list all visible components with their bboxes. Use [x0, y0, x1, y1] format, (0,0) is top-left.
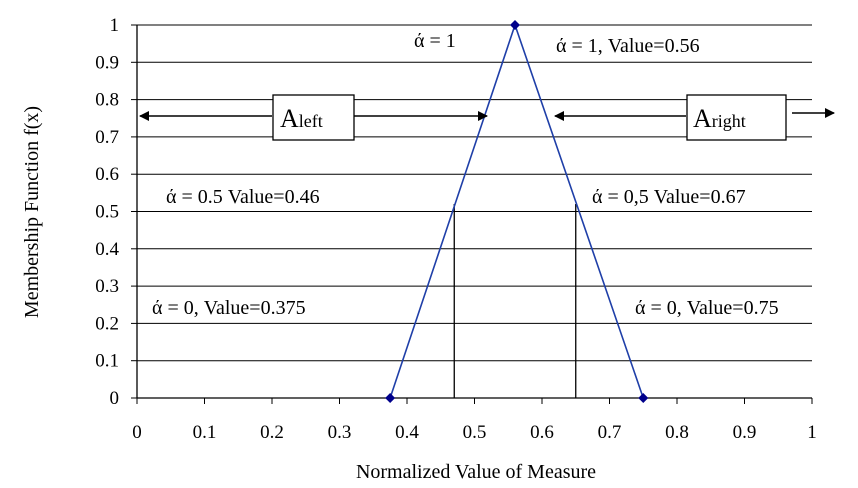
- x-tick-label: 0.3: [328, 422, 352, 443]
- x-tick-labels: 0 0.1 0.2 0.3 0.4 0.5 0.6 0.7 0.8 0.9 1: [132, 422, 817, 443]
- x-tick-label: 0.6: [530, 422, 554, 443]
- y-tick-label: 0.2: [95, 313, 119, 334]
- range-arrows: [139, 108, 835, 121]
- y-tick-label: 0.4: [95, 239, 119, 260]
- x-tick-label: 0: [132, 422, 142, 443]
- left-box-label: Aleft: [280, 104, 323, 133]
- x-tick-label: 0.5: [463, 422, 487, 443]
- y-tick-label: 0.5: [95, 202, 119, 223]
- y-tick-label: 1: [110, 15, 120, 36]
- y-tick-label: 0.3: [95, 276, 119, 297]
- x-tick-label: 0.8: [665, 422, 689, 443]
- data-point-marker: [638, 393, 649, 403]
- axes: [131, 24, 813, 404]
- x-tick-label: 0.1: [193, 422, 217, 443]
- y-tick-label: 0.8: [95, 90, 119, 111]
- annotation-alpha0-right: ά = 0, Value=0.75: [635, 297, 779, 319]
- x-tick-label: 0.2: [260, 422, 284, 443]
- x-tick-label: 0.7: [598, 422, 622, 443]
- y-tick-label: 0.7: [95, 127, 119, 148]
- x-tick-label: 0.9: [733, 422, 757, 443]
- y-tick-labels: 0 0.1 0.2 0.3 0.4 0.5 0.6 0.7 0.8 0.9 1: [95, 15, 119, 409]
- vertical-markers: [453, 204, 577, 398]
- x-axis-title: Normalized Value of Measure: [356, 461, 596, 483]
- annotation-alpha1-value: ά = 1, Value=0.56: [556, 35, 700, 57]
- y-tick-label: 0.6: [95, 164, 119, 185]
- x-tick-label: 0.4: [395, 422, 419, 443]
- right-box: [686, 94, 787, 141]
- x-tick-label: 1: [807, 422, 817, 443]
- annotation-alpha05-left: ά = 0.5 Value=0.46: [166, 186, 320, 208]
- left-box: [272, 94, 355, 141]
- right-box-label: Aright: [693, 104, 746, 133]
- grid-lines: [137, 24, 812, 362]
- data-point-marker: [510, 20, 520, 30]
- y-tick-label: 0: [110, 388, 120, 409]
- annotation-alpha05-right: ά = 0,5 Value=0.67: [592, 186, 746, 208]
- data-point-marker: [385, 393, 396, 403]
- annotation-alpha1: ά = 1: [414, 30, 456, 52]
- y-axis-title: Membership Function f(x): [21, 106, 43, 318]
- y-tick-label: 0.1: [95, 351, 119, 372]
- annotation-alpha0-left: ά = 0, Value=0.375: [152, 297, 306, 319]
- series-triangle: [385, 20, 649, 403]
- y-tick-label: 0.9: [95, 52, 119, 73]
